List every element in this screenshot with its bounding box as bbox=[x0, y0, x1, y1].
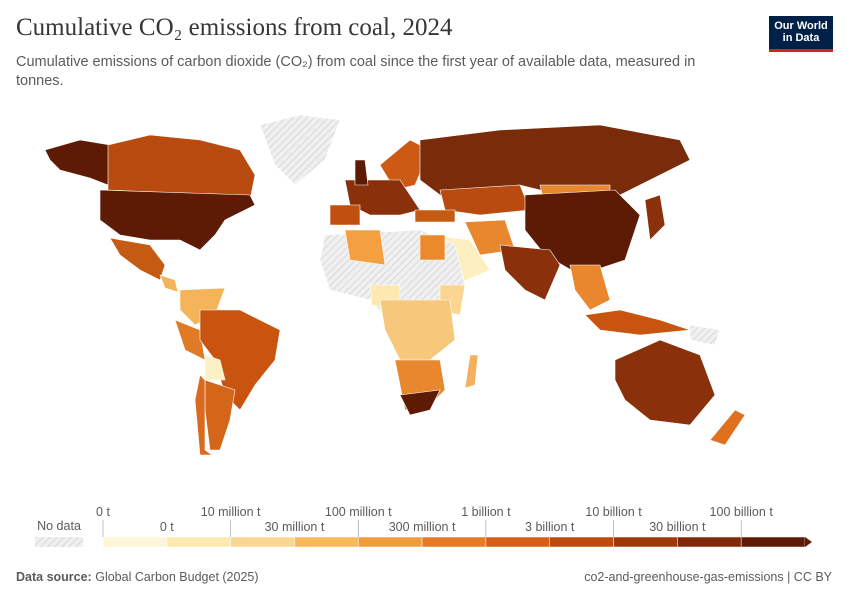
legend-label: 100 billion t bbox=[710, 505, 774, 519]
legend-label: 10 billion t bbox=[585, 505, 642, 519]
footer-slug: co2-and-greenhouse-gas-emissions | CC BY bbox=[584, 570, 832, 584]
legend-swatch bbox=[358, 536, 423, 548]
legend-label: 30 billion t bbox=[649, 520, 706, 534]
legend-label: 30 million t bbox=[265, 520, 325, 534]
legend-label: 300 million t bbox=[389, 520, 456, 534]
legend-label: 10 million t bbox=[201, 505, 261, 519]
legend-swatch bbox=[166, 536, 231, 548]
source[interactable]: Global Carbon Budget (2025) bbox=[95, 570, 259, 584]
legend-swatch bbox=[230, 536, 295, 548]
legend-swatch bbox=[740, 536, 806, 548]
title: Cumulative CO₂ emissions from coal, 2024 bbox=[16, 14, 453, 41]
footer-source: Data source: Global Carbon Budget (2025) bbox=[16, 570, 259, 584]
legend-swatch bbox=[677, 536, 742, 548]
countries bbox=[44, 114, 746, 456]
legend-swatch bbox=[613, 536, 678, 548]
subtitle: Cumulative emissions of carbon dioxide (… bbox=[16, 54, 696, 89]
legend-swatch bbox=[102, 536, 168, 548]
legend-label: 0 t bbox=[96, 505, 110, 519]
legend-label: 100 million t bbox=[325, 505, 392, 519]
legend-label: 0 t bbox=[160, 520, 174, 534]
legend-label: 1 billion t bbox=[461, 505, 511, 519]
legend: No data 0 t 10 million t 100 million t 1 bi… bbox=[35, 505, 812, 548]
no-data-label: No data bbox=[37, 519, 81, 533]
legend-arrow bbox=[805, 537, 812, 547]
legend-swatch bbox=[421, 536, 487, 548]
source-label: Data source: bbox=[16, 570, 92, 584]
legend-swatch bbox=[485, 536, 550, 548]
legend-label: 3 billion t bbox=[525, 520, 575, 534]
legend-swatch bbox=[549, 536, 614, 548]
logo[interactable]: Our World in Data bbox=[769, 16, 833, 52]
legend-swatch bbox=[294, 536, 359, 548]
no-data-swatch bbox=[35, 537, 83, 547]
